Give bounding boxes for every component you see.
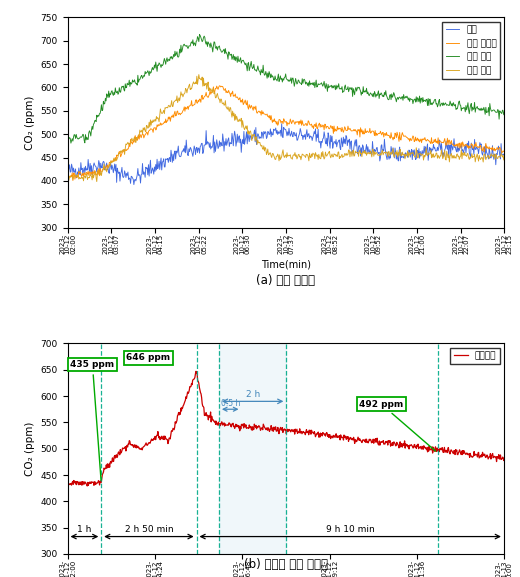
실내 중앙: [323, 83, 330, 90]
실내 출입문: [323, 123, 330, 130]
Legend: 복도, 실내 출입문, 실내 중앙, 실내 잡측: 복도, 실내 출입문, 실내 중앙, 실내 잡측: [442, 22, 500, 78]
실내 중앙: [173, 53, 179, 59]
Line: 평균농도: 평균농도: [68, 372, 504, 486]
Y-axis label: CO₂ (ppm): CO₂ (ppm): [25, 422, 35, 476]
X-axis label: Time(min): Time(min): [261, 260, 311, 270]
실내 출입문: [501, 147, 508, 154]
Y-axis label: CO₂ (ppm): CO₂ (ppm): [25, 95, 35, 149]
평균농도: [181, 400, 187, 407]
복도: [279, 121, 285, 128]
평균농도: [250, 424, 256, 431]
복도: [131, 181, 137, 188]
Legend: 평균농도: 평균농도: [450, 348, 500, 364]
실내 출입문: [64, 174, 71, 181]
평균농도: [475, 449, 482, 456]
실내 출입문: [216, 83, 223, 89]
실내 잡측: [65, 178, 71, 185]
실내 잡측: [173, 96, 179, 103]
평균농도: [84, 482, 90, 489]
Line: 실내 출입문: 실내 출입문: [68, 86, 504, 181]
실내 중앙: [76, 135, 83, 142]
실내 출입문: [121, 148, 127, 155]
복도: [501, 152, 508, 159]
복도: [161, 155, 167, 162]
평균농도: [193, 368, 199, 375]
Text: (a) 전체 데이터: (a) 전체 데이터: [256, 274, 316, 287]
실내 중앙: [238, 54, 244, 61]
복도: [76, 164, 82, 171]
실내 잡측: [238, 117, 244, 124]
복도: [237, 139, 243, 146]
실내 중앙: [161, 58, 167, 65]
평균농도: [171, 426, 177, 433]
복도: [323, 135, 330, 142]
Text: 2 h 50 min: 2 h 50 min: [125, 525, 173, 534]
실내 잡측: [323, 153, 330, 160]
Line: 복도: 복도: [68, 124, 504, 185]
실내 잡측: [64, 178, 71, 185]
실내 출입문: [76, 170, 83, 177]
Text: 0.5 h: 0.5 h: [220, 399, 240, 408]
실내 중앙: [501, 108, 508, 115]
Text: 1 h: 1 h: [77, 525, 92, 534]
실내 잡측: [501, 153, 508, 160]
평균농도: [466, 454, 473, 461]
Text: 9 h 10 min: 9 h 10 min: [326, 525, 374, 534]
Line: 실내 중앙: 실내 중앙: [68, 35, 504, 143]
Line: 실내 잡측: 실내 잡측: [68, 74, 504, 182]
Text: 435 ppm: 435 ppm: [70, 360, 114, 480]
평균농도: [64, 477, 71, 484]
평균농도: [501, 456, 508, 463]
실내 출입문: [161, 120, 167, 127]
실내 중앙: [64, 135, 71, 142]
실내 잡측: [121, 147, 127, 154]
평균농도: [472, 452, 478, 459]
Text: 492 ppm: 492 ppm: [359, 400, 436, 451]
실내 출입문: [173, 113, 179, 119]
실내 잡측: [161, 107, 167, 114]
실내 잡측: [196, 71, 202, 78]
실내 잡측: [76, 174, 83, 181]
실내 중앙: [197, 31, 203, 38]
복도: [173, 155, 179, 162]
실내 출입문: [70, 177, 76, 184]
Text: 2 h: 2 h: [245, 390, 260, 399]
Text: (b) 실내측 평균 데이터: (b) 실내측 평균 데이터: [244, 558, 328, 571]
실내 출입문: [238, 99, 244, 106]
Text: 646 ppm: 646 ppm: [126, 353, 171, 362]
Bar: [219, 343, 287, 554]
복도: [64, 166, 71, 173]
복도: [120, 174, 126, 181]
실내 중앙: [121, 87, 127, 93]
실내 중앙: [68, 140, 74, 147]
